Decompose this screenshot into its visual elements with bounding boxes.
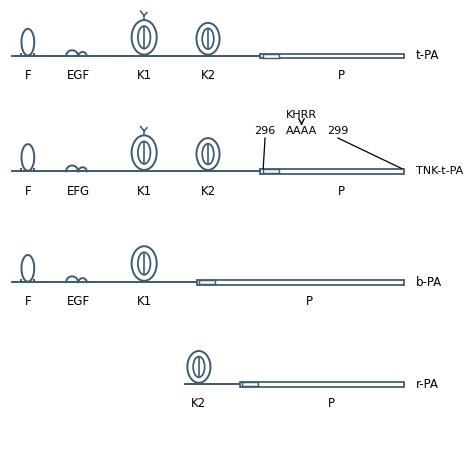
Text: EGF: EGF	[66, 69, 90, 82]
Text: F: F	[25, 295, 31, 308]
Text: P: P	[306, 295, 313, 308]
Text: 299: 299	[328, 126, 349, 136]
Text: b-PA: b-PA	[416, 276, 442, 289]
Text: K1: K1	[137, 185, 152, 198]
Text: K1: K1	[137, 69, 152, 82]
Text: P: P	[328, 397, 335, 410]
Bar	[242, 382, 258, 386]
Text: K2: K2	[201, 185, 216, 198]
Text: EFG: EFG	[66, 185, 90, 198]
Text: EGF: EGF	[66, 295, 90, 308]
Text: KHRR: KHRR	[286, 110, 317, 120]
Text: r-PA: r-PA	[416, 378, 438, 391]
Text: 296: 296	[255, 126, 276, 136]
Text: K2: K2	[191, 397, 207, 410]
Bar	[263, 54, 279, 58]
Bar	[199, 280, 215, 284]
Text: t-PA: t-PA	[416, 49, 439, 62]
Text: P: P	[338, 69, 345, 82]
Text: AAAA: AAAA	[286, 127, 317, 136]
Text: TNK-t-PA: TNK-t-PA	[416, 166, 463, 176]
Bar	[263, 169, 279, 173]
Text: F: F	[25, 69, 31, 82]
Text: K1: K1	[137, 295, 152, 308]
Text: P: P	[338, 185, 345, 198]
Text: K2: K2	[201, 69, 216, 82]
Text: F: F	[25, 185, 31, 198]
